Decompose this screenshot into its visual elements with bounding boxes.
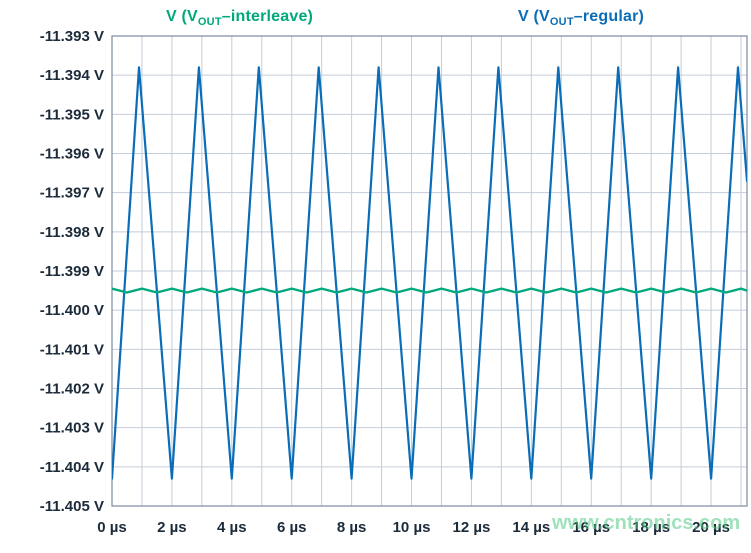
svg-text:-11.393 V: -11.393 V (40, 28, 104, 45)
x-axis-tick-labels: 0 µs 2 µs 4 µs 6 µs 8 µs 10 µs 12 µs 14 µs 16 µs… (97, 519, 730, 536)
svg-text:10 µs: 10 µs (393, 519, 431, 536)
svg-text:12 µs: 12 µs (453, 519, 491, 536)
series-regular (112, 66, 747, 480)
svg-text:8 µs: 8 µs (337, 519, 367, 536)
legend-interleave: V (VOUT–interleave) (166, 8, 313, 28)
svg-text:-11.397 V: -11.397 V (40, 185, 104, 202)
svg-text:-11.403 V: -11.403 V (40, 420, 104, 437)
svg-text:-11.404 V: -11.404 V (40, 459, 104, 476)
svg-text:6 µs: 6 µs (277, 519, 307, 536)
svg-text:14 µs: 14 µs (512, 519, 550, 536)
series-interleave (112, 287, 747, 294)
svg-text:16 µs: 16 µs (572, 519, 610, 536)
svg-text:-11.395 V: -11.395 V (40, 106, 104, 123)
legend-regular-prefix: V (V (518, 8, 550, 25)
svg-text:-11.399 V: -11.399 V (40, 263, 104, 280)
legend-interleave-sub: OUT (197, 16, 222, 29)
svg-text:-11.396 V: -11.396 V (40, 146, 104, 163)
svg-text:-11.398 V: -11.398 V (40, 224, 104, 241)
svg-text:-11.394 V: -11.394 V (40, 67, 104, 84)
svg-text:20 µs: 20 µs (692, 519, 730, 536)
svg-text:2 µs: 2 µs (157, 519, 187, 536)
svg-text:-11.400 V: -11.400 V (40, 302, 104, 319)
svg-text:-11.402 V: -11.402 V (40, 381, 104, 398)
legend-regular-suffix: –regular) (573, 8, 645, 25)
legend-regular: V (VOUT–regular) (518, 8, 644, 28)
svg-text:4 µs: 4 µs (217, 519, 247, 536)
legend-regular-sub: OUT (549, 16, 574, 29)
svg-text:18 µs: 18 µs (632, 519, 670, 536)
svg-text:0 µs: 0 µs (97, 519, 127, 536)
svg-text:-11.405 V: -11.405 V (40, 498, 104, 515)
legend-interleave-suffix: –interleave) (221, 8, 314, 25)
gridlines (111, 35, 747, 507)
y-axis-tick-labels: -11.393 V -11.394 V -11.395 V -11.396 V -11.… (40, 28, 104, 515)
plot-border (111, 35, 748, 507)
svg-text:-11.401 V: -11.401 V (40, 341, 104, 358)
legend-interleave-prefix: V (V (166, 8, 198, 25)
